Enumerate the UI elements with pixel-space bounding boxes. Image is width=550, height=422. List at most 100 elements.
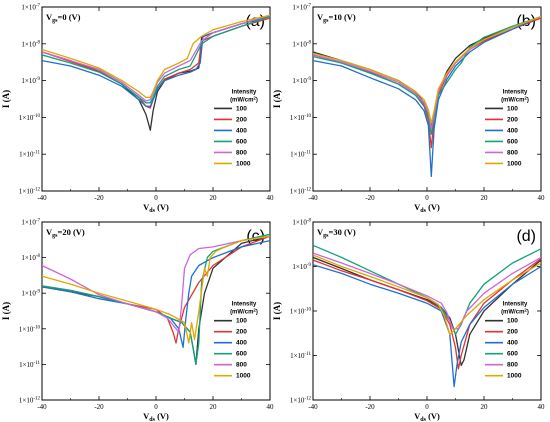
y-tick-label: 1×10-12 [19,397,41,405]
x-tick-label: 0 [425,403,429,411]
x-tick-label: 20 [481,403,489,411]
y-tick-label: 1×10-10 [19,114,41,122]
y-tick-label: 1×10-10 [19,325,41,333]
x-tick-label: 0 [154,403,158,411]
y-tick-label: 1×10-11 [290,151,311,159]
legend-unit: (mW/cm2) [230,308,258,316]
series-line-1000 [42,14,270,99]
x-tick-label: 40 [538,403,546,411]
x-tick-label: -40 [308,194,318,202]
legend: Intensity(mW/cm2) 100 200 400 600 800 1000 [214,302,258,380]
series-group [42,14,270,131]
y-tick-label: 1×10-11 [290,352,311,360]
legend-entry: 100 [507,105,518,112]
series-line-1000 [313,15,541,124]
y-tick-label: 1×10-9 [292,77,311,85]
legend-entry: 800 [236,362,247,369]
legend: Intensity(mW/cm2) 100 200 400 600 800 1000 [485,89,529,167]
series-line-400 [42,15,270,107]
y-axis-label: I (A) [272,90,282,108]
legend-entry: 400 [236,127,247,134]
y-tick-label: 1×10-7 [21,4,40,12]
y-tick-label: 1×10-10 [290,308,312,316]
x-tick-label: 20 [481,194,489,202]
x-tick-label: -20 [365,194,375,202]
y-tick-label: 1×10-9 [292,263,311,271]
legend-entry: 1000 [507,373,522,380]
legend-entry: 200 [507,329,518,336]
x-axis-label: Vds (V) [143,202,169,214]
legend-unit: (mW/cm2) [230,95,258,103]
y-tick-label: 1×10-8 [21,40,40,48]
y-tick-label: 1×10-7 [292,4,311,12]
y-axis-label: I (A) [272,302,282,320]
x-tick-label: 20 [210,403,218,411]
legend: Intensity(mW/cm2) 100 200 400 600 800 1000 [485,302,529,380]
x-tick-label: -40 [308,403,318,411]
legend-entry: 200 [236,329,247,336]
legend-entry: 600 [507,138,518,145]
legend-entry: 200 [507,116,518,123]
legend-entry: 800 [507,149,518,156]
legend: Intensity(mW/cm2) 100 200 400 600 800 1000 [214,89,258,167]
series-line-1000 [42,235,270,344]
y-axis-label: I (A) [1,90,11,108]
panel-b: -40 -20 0 20 40 1×10-12 1×10-11 1×10-10 1×10-9 1×… [272,4,545,215]
series-line-200 [42,235,270,344]
series-group [42,233,270,366]
y-tick-label: 1×10-12 [290,188,312,196]
legend-title: Intensity [503,302,528,308]
legend-unit: (mW/cm2) [501,95,529,103]
series-line-800 [313,252,541,330]
x-axis-label: Vds (V) [414,202,440,214]
x-axis-label: Vds (V) [143,411,169,422]
x-tick-label: 0 [425,194,429,202]
series-line-600 [42,15,270,104]
legend-entry: 800 [236,149,247,156]
legend-title: Intensity [232,89,257,95]
gate-voltage-label: Vgs=10 (V) [317,12,356,24]
y-tick-label: 1×10-9 [21,77,40,85]
y-tick-label: 1×10-9 [21,290,40,298]
legend-unit: (mW/cm2) [501,308,529,316]
series-line-100 [42,15,270,131]
x-tick-label: -20 [365,403,375,411]
panel-d: -40 -20 0 20 40 1×10-12 1×10-11 1×10-10 1×10-9 1×… [272,219,545,422]
series-group [313,244,541,388]
x-tick-label: 20 [210,194,218,202]
x-tick-label: -20 [94,403,104,411]
panel-a: -40 -20 0 20 40 1×10-12 1×10-11 1×10-10 1×10-9 1×… [1,4,274,215]
series-line-400 [313,264,541,388]
legend-title: Intensity [232,302,257,308]
x-axis-label: Vds (V) [414,411,440,422]
x-tick-label: -40 [37,403,47,411]
y-tick-label: 1×10-7 [21,219,40,227]
y-tick-label: 1×10-8 [292,40,311,48]
y-tick-label: 1×10-12 [19,188,41,196]
legend-entry: 400 [507,340,518,347]
legend-title: Intensity [503,89,528,95]
series-line-1000 [313,254,541,335]
y-tick-label: 1×10-12 [290,397,312,405]
panel-letter: (d) [516,228,536,245]
legend-entry: 800 [507,362,518,369]
legend-entry: 400 [507,127,518,134]
legend-entry: 400 [236,340,247,347]
legend-entry: 600 [507,351,518,358]
x-tick-label: -20 [94,194,104,202]
legend-entry: 1000 [236,160,251,167]
legend-entry: 600 [236,351,247,358]
x-tick-label: -40 [37,194,47,202]
x-tick-label: 0 [154,194,158,202]
legend-entry: 1000 [507,160,522,167]
x-tick-label: 40 [267,194,275,202]
y-axis-label: I (A) [1,302,11,320]
legend-entry: 100 [507,318,518,325]
series-line-600 [42,233,270,366]
x-tick-label: 40 [538,194,546,202]
x-tick-label: 40 [267,403,275,411]
panel-c: -40 -20 0 20 40 1×10-12 1×10-11 1×10-10 1×10-9 1×… [1,219,274,422]
y-tick-label: 1×10-11 [19,361,40,369]
legend-entry: 600 [236,138,247,145]
